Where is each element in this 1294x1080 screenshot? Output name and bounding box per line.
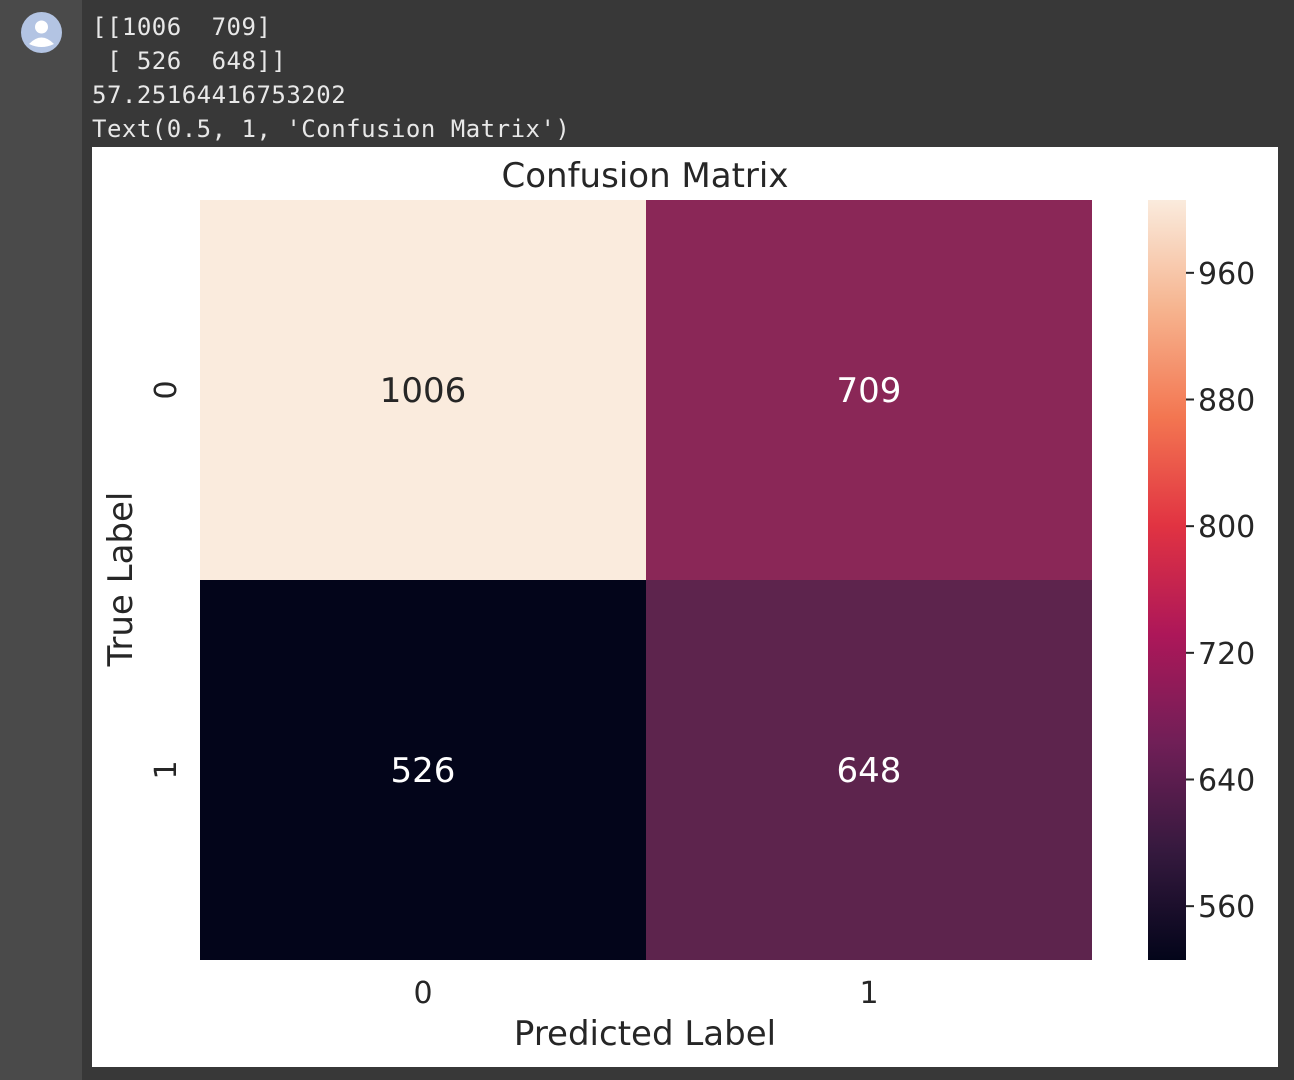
heatmap-figure: Confusion Matrix True Label Predicted La… bbox=[92, 147, 1278, 1067]
x-tick-label-1: 1 bbox=[859, 976, 878, 1011]
colorbar-tick-label-720: 720 bbox=[1198, 637, 1255, 672]
heatmap-cell-label-0-0: 1006 bbox=[380, 371, 467, 411]
colorbar-tick-label-960: 960 bbox=[1198, 257, 1255, 292]
output-line-text-repr: Text(0.5, 1, 'Confusion Matrix') bbox=[92, 112, 570, 146]
colorbar-tick-label-640: 640 bbox=[1198, 764, 1255, 799]
heatmap-cell-label-1-1: 648 bbox=[837, 751, 902, 791]
output-line-accuracy: 57.25164416753202 bbox=[92, 78, 346, 112]
x-axis-label: Predicted Label bbox=[514, 1014, 776, 1054]
output-line-matrix-row-1: [[1006 709] bbox=[92, 10, 271, 44]
output-line-matrix-row-2: [ 526 648]] bbox=[92, 44, 286, 78]
cell-gutter bbox=[0, 0, 82, 1080]
colorbar-tick-label-560: 560 bbox=[1198, 890, 1255, 925]
colorbar bbox=[1148, 200, 1186, 960]
heatmap-cell-label-0-1: 709 bbox=[837, 371, 902, 411]
chart-title: Confusion Matrix bbox=[502, 156, 789, 196]
y-tick-label-0: 0 bbox=[149, 380, 184, 399]
heatmap-chart: Confusion Matrix True Label Predicted La… bbox=[92, 147, 1278, 1067]
x-tick-label-0: 0 bbox=[413, 976, 432, 1011]
y-axis-label: True Label bbox=[101, 492, 141, 668]
colorbar-tick-label-800: 800 bbox=[1198, 510, 1255, 545]
heatmap-cell-label-1-0: 526 bbox=[391, 751, 456, 791]
user-avatar-icon bbox=[21, 12, 62, 53]
y-tick-label-1: 1 bbox=[149, 760, 184, 779]
colorbar-tick-label-880: 880 bbox=[1198, 384, 1255, 419]
